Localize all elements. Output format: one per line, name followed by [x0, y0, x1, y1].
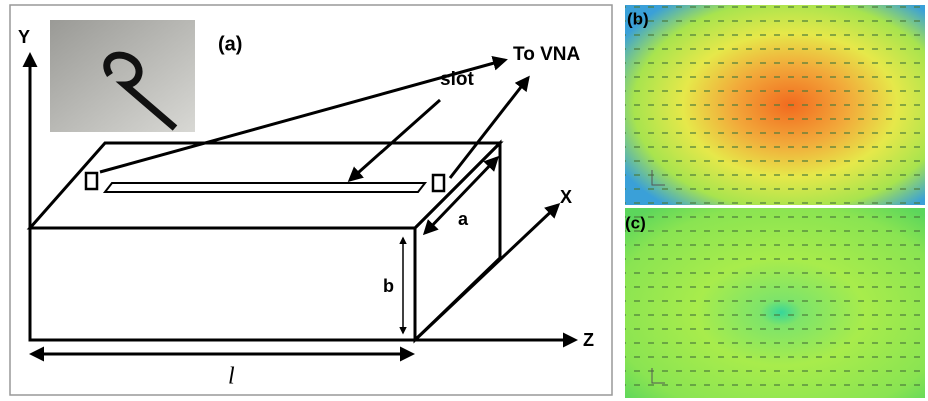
- port-label: To VNA: [513, 44, 580, 65]
- probe-port: [86, 173, 97, 189]
- slot-label: slot: [440, 69, 474, 90]
- probe-port: [433, 175, 444, 191]
- axis-label: Y: [18, 27, 30, 47]
- panel-label: (b): [627, 9, 649, 28]
- slot-opening: [105, 183, 425, 192]
- dimension-label: l: [228, 364, 235, 390]
- figure: (a) Y X Z To VNA slot a b l (b) (c): [0, 0, 928, 401]
- panel-label: (a): [218, 33, 242, 55]
- axis-label: X: [560, 187, 572, 207]
- axis-label: Z: [583, 330, 594, 350]
- dimension-label: a: [458, 209, 469, 229]
- page: (a) Y X Z To VNA slot a b l (b) (c) (() …: [0, 0, 928, 401]
- photo: [50, 20, 195, 132]
- vector-field: [625, 5, 925, 205]
- dimension-label: b: [383, 276, 394, 296]
- vector-field: [625, 208, 925, 398]
- panel-label: (c): [625, 213, 646, 232]
